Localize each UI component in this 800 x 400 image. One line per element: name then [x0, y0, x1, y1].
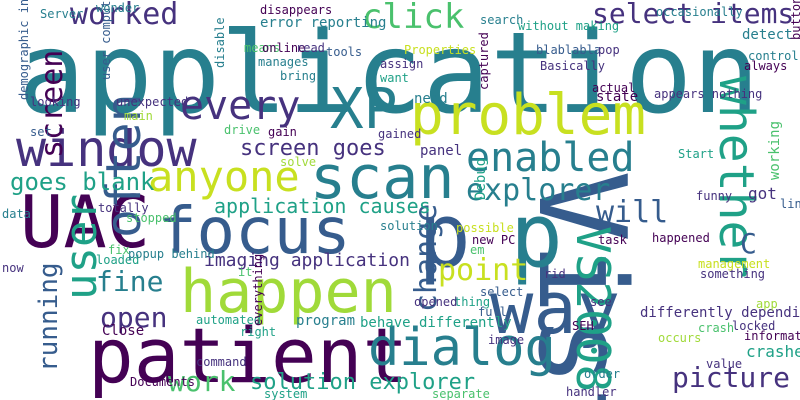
cloud-word: everything: [252, 254, 264, 326]
cloud-word: information Along: [744, 330, 800, 342]
cloud-word: running: [36, 262, 62, 372]
cloud-word: separate: [432, 388, 490, 400]
cloud-word: task: [598, 234, 627, 246]
cloud-word: data: [2, 208, 31, 220]
cloud-word: handler: [566, 386, 617, 398]
cloud-word: crashes: [746, 344, 800, 360]
cloud-word: imaging application: [204, 252, 410, 270]
cloud-word: panel: [420, 144, 462, 158]
cloud-word: wonder: [96, 2, 139, 14]
cloud-word: crash: [698, 322, 734, 334]
cloud-word: enabled: [466, 138, 635, 178]
cloud-word: gain: [268, 126, 297, 138]
cloud-word: need: [414, 92, 448, 106]
cloud-word: demographic information: [18, 0, 30, 100]
cloud-word: unexpected: [116, 96, 188, 108]
cloud-word: point: [438, 256, 528, 286]
cloud-word: assign: [380, 58, 423, 70]
cloud-word: looking: [30, 96, 81, 108]
cloud-word: SEH: [572, 320, 594, 332]
cloud-word: C: [740, 230, 757, 258]
cloud-word: popup behind: [128, 248, 215, 260]
cloud-word: bring: [280, 70, 316, 82]
cloud-word: detect: [742, 28, 793, 42]
cloud-word: will: [596, 198, 668, 228]
cloud-word: manages: [258, 56, 309, 68]
cloud-word: search: [480, 14, 523, 26]
cloud-word: blablabla: [536, 44, 601, 56]
cloud-word: right: [240, 326, 276, 338]
cloud-word: set: [30, 126, 52, 138]
cloud-word: appears nothing: [654, 88, 762, 100]
cloud-word: image: [488, 334, 524, 346]
cloud-word: anyone: [148, 156, 300, 198]
cloud-word: fine: [96, 268, 163, 296]
cloud-word: got: [748, 186, 777, 202]
cloud-word: button: [790, 0, 800, 40]
cloud-word: disappears: [260, 4, 332, 16]
cloud-word: em: [470, 244, 484, 256]
cloud-word: drive: [224, 124, 260, 136]
cloud-word: solve: [280, 156, 316, 168]
cloud-word: thing: [454, 296, 490, 308]
cloud-word: disable: [214, 17, 226, 68]
cloud-word: read: [296, 42, 325, 54]
cloud-word: occasionally: [656, 6, 743, 18]
cloud-word: happened: [652, 232, 710, 244]
cloud-word: Close: [102, 324, 144, 338]
cloud-word: gained: [378, 128, 421, 140]
cloud-word: solution: [380, 220, 438, 232]
cloud-word: Documents: [130, 376, 195, 388]
cloud-word: pop: [598, 44, 620, 56]
cloud-word: Debug: [474, 158, 488, 200]
cloud-word: without making: [518, 20, 619, 32]
cloud-word: always: [744, 60, 787, 72]
cloud-word: order: [584, 368, 620, 380]
cloud-word: main: [124, 110, 153, 122]
cloud-word: value: [706, 358, 742, 370]
cloud-word: now: [2, 262, 24, 274]
cloud-word: error reporting: [260, 16, 386, 30]
cloud-word: system: [264, 388, 307, 400]
cloud-word: application causes: [214, 196, 431, 216]
cloud-word: stopped: [126, 212, 177, 224]
cloud-word: program: [296, 314, 355, 328]
cloud-word: Basically: [540, 60, 605, 72]
cloud-word: actual: [592, 82, 635, 94]
cloud-word: captured: [478, 32, 490, 90]
cloud-word: goes blank: [10, 170, 155, 194]
cloud-word: rid: [544, 268, 566, 280]
cloud-word: line: [780, 198, 800, 210]
cloud-word: working: [768, 121, 782, 180]
cloud-word: Server: [40, 8, 83, 20]
cloud-word: opened: [414, 296, 457, 308]
cloud-word: Properties: [404, 44, 476, 56]
cloud-word: app: [756, 298, 778, 310]
cloud-word: funny: [696, 190, 732, 202]
cloud-word: occurs: [658, 332, 701, 344]
cloud-word: Start: [678, 148, 714, 160]
cloud-word: management: [698, 258, 770, 270]
cloud-word: want: [380, 72, 409, 84]
cloud-word: every: [180, 86, 300, 126]
cloud-word: tools: [326, 46, 362, 58]
cloud-word: fix: [108, 244, 130, 256]
cloud-word: command: [196, 356, 247, 368]
cloud-word: see: [590, 296, 612, 308]
